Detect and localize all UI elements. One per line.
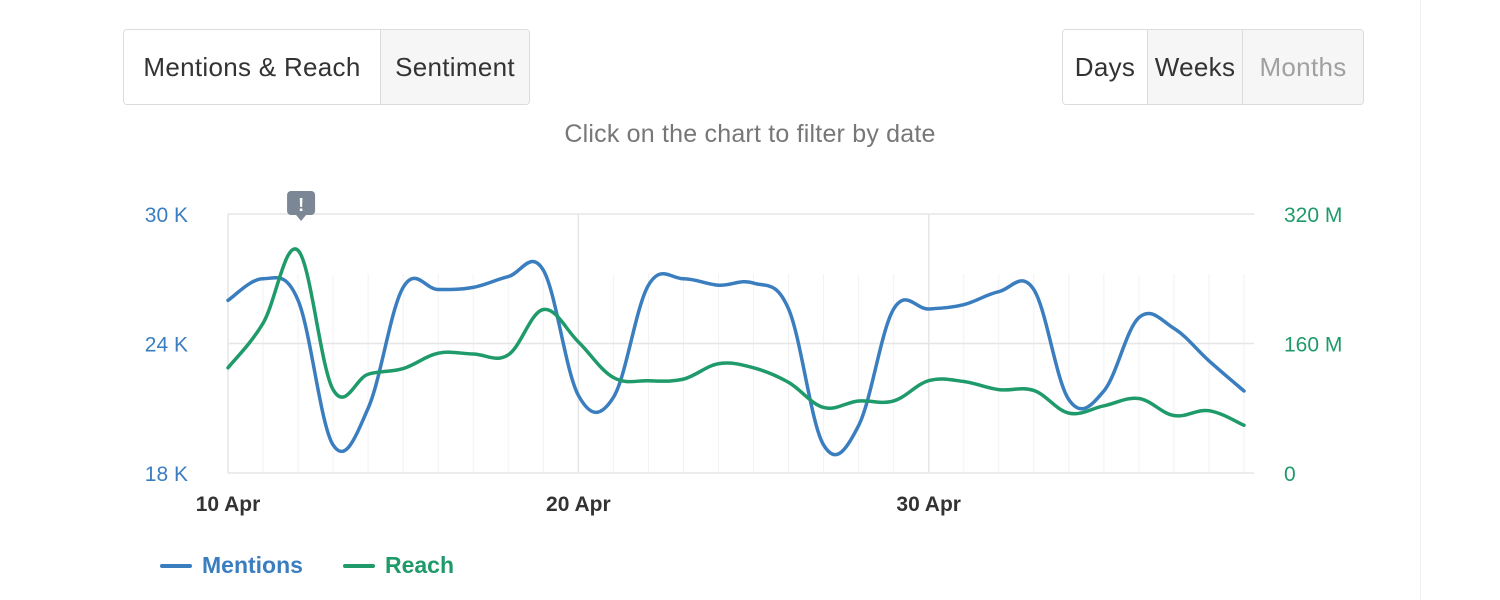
series-layer — [226, 247, 1246, 457]
series-line-mentions[interactable] — [226, 259, 1246, 457]
legend-item-mentions[interactable]: Mentions — [160, 552, 303, 579]
x-tick-label: 30 Apr — [896, 493, 961, 516]
y-right-tick-label: 0 — [1284, 463, 1296, 486]
grid-layer — [227, 213, 1254, 474]
period-months-button: Months — [1243, 30, 1363, 104]
legend-swatch-reach — [342, 563, 375, 568]
y-right-tick-label: 320 M — [1284, 204, 1342, 227]
period-toggle: Days Weeks Months — [1062, 29, 1364, 105]
tab-mentions-reach[interactable]: Mentions & Reach — [124, 30, 381, 104]
chart-legend: Mentions Reach — [160, 552, 454, 579]
series-line-reach[interactable] — [226, 247, 1246, 427]
y-left-tick-label: 24 K — [145, 334, 188, 357]
annotation-layer: ! — [287, 191, 316, 221]
legend-label-mentions: Mentions — [202, 552, 303, 578]
legend-item-reach[interactable]: Reach — [342, 552, 454, 579]
legend-swatch-mentions — [160, 563, 192, 568]
tab-sentiment[interactable]: Sentiment — [381, 30, 529, 104]
chart-hint: Click on the chart to filter by date — [564, 120, 936, 148]
alert-marker-label: ! — [298, 195, 304, 215]
y-left-tick-label: 18 K — [145, 463, 188, 486]
period-weeks-button[interactable]: Weeks — [1148, 30, 1243, 104]
y-right-tick-label: 160 M — [1284, 334, 1342, 357]
y-left-tick-label: 30 K — [145, 204, 188, 227]
x-tick-label: 10 Apr — [196, 493, 261, 516]
legend-label-reach: Reach — [384, 552, 454, 578]
x-tick-label: 20 Apr — [546, 493, 611, 516]
exclamation-alert-icon[interactable]: ! — [287, 191, 316, 221]
view-toggle: Mentions & Reach Sentiment — [123, 29, 530, 105]
axis-layer: 10 Apr 20 Apr 30 Apr 18 K 24 K 30 K 0 160 M 320 … — [145, 204, 1343, 516]
period-days-button[interactable]: Days — [1063, 30, 1148, 104]
